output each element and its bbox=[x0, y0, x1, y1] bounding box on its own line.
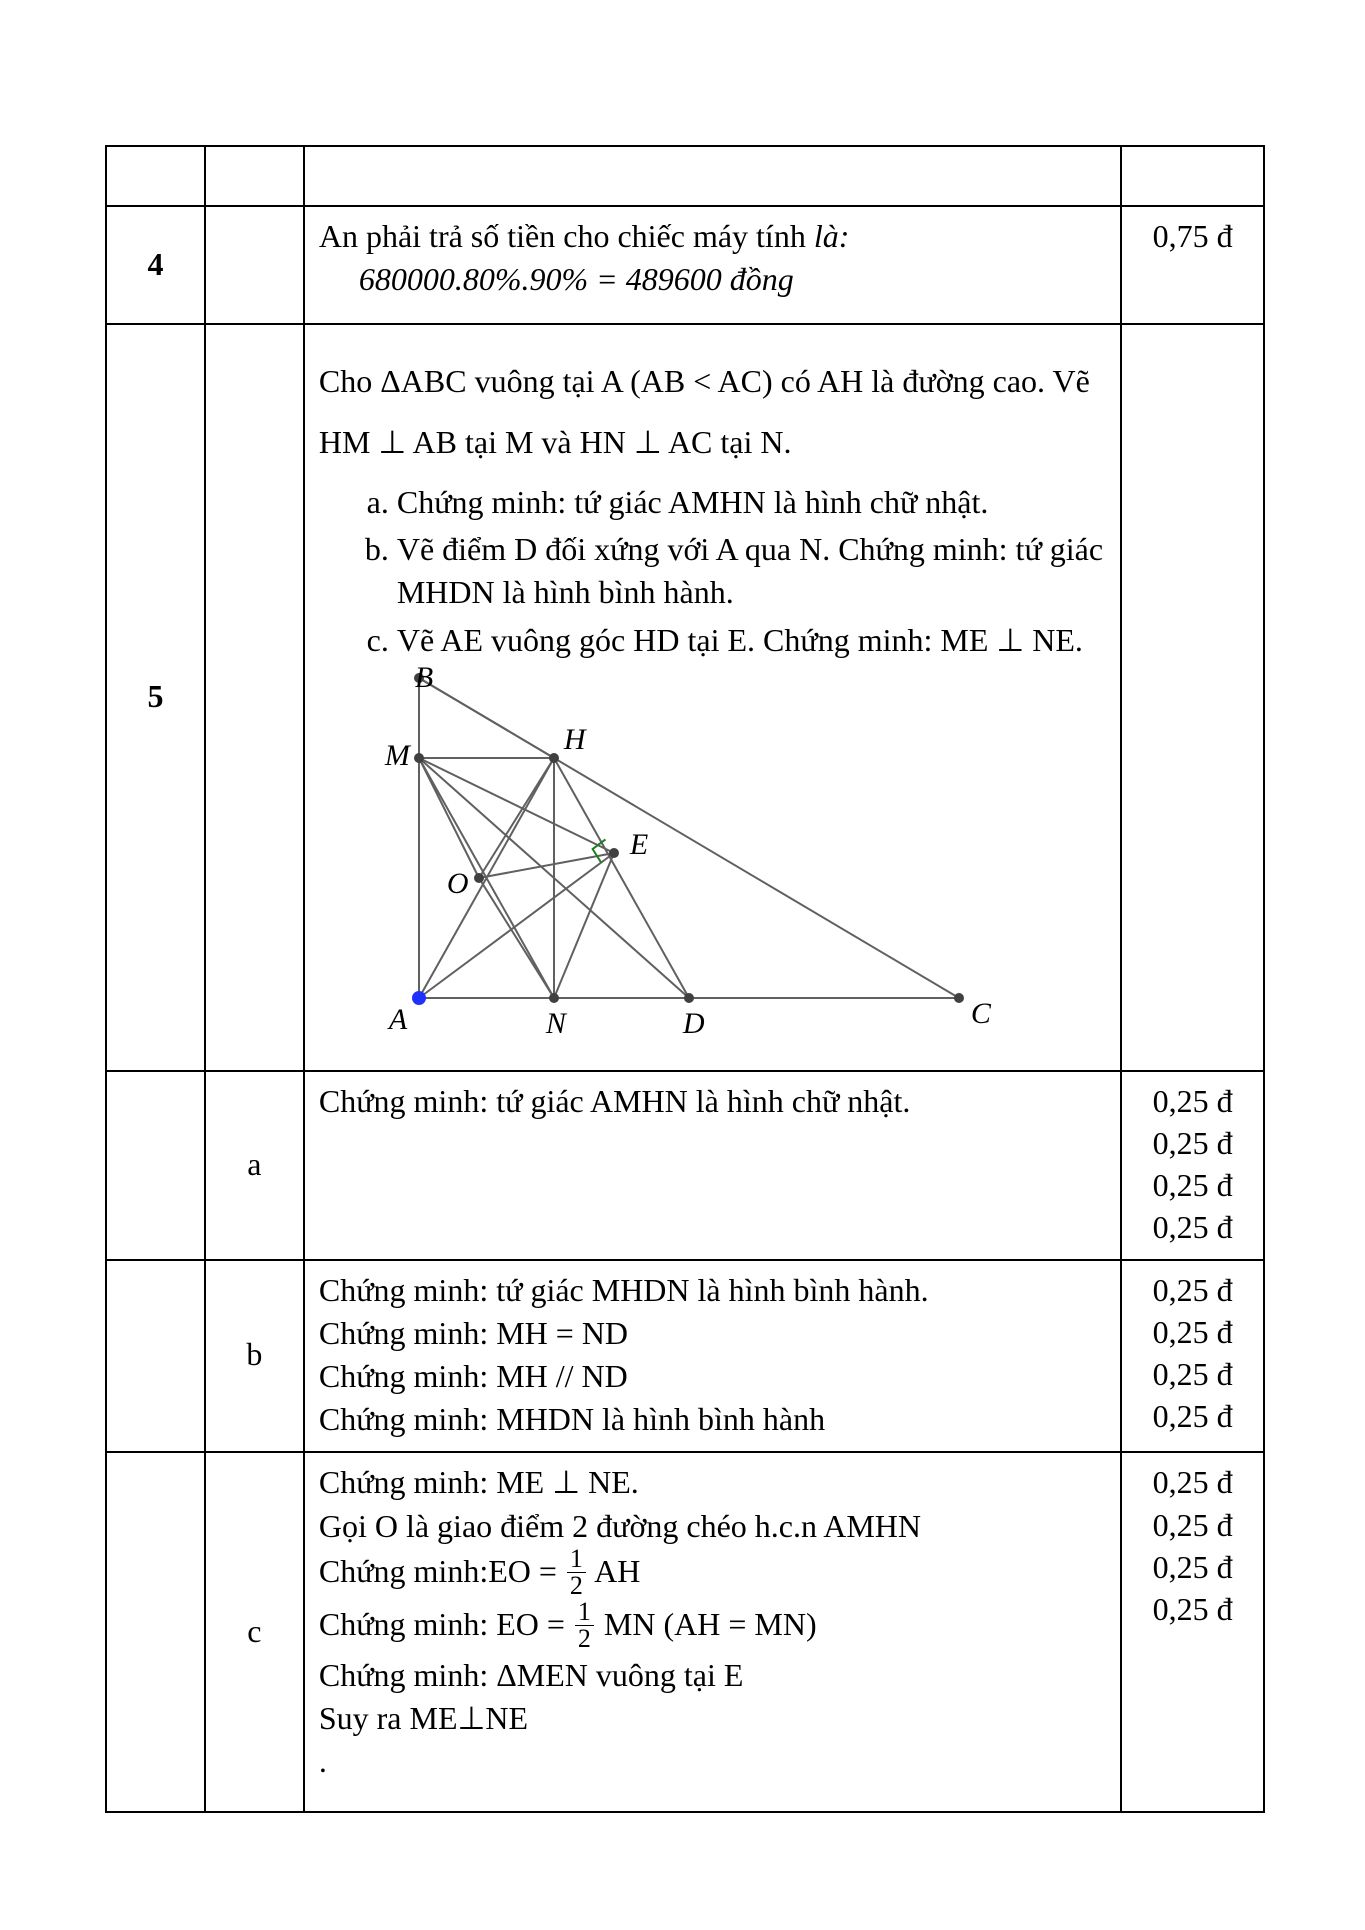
score-line: 0,25 đ bbox=[1136, 1546, 1249, 1588]
label-H: H bbox=[564, 720, 586, 761]
q5-intro-l2: HM ⊥ AB tại M và HN ⊥ AC tại N. bbox=[319, 424, 792, 460]
frac-num: 1 bbox=[575, 1599, 594, 1626]
q5c-l3b: AH bbox=[588, 1553, 640, 1589]
frac-den: 2 bbox=[567, 1573, 586, 1599]
frac-den: 2 bbox=[575, 1626, 594, 1652]
label-A: A bbox=[389, 1000, 407, 1041]
fraction-half: 12 bbox=[567, 1546, 586, 1599]
label-O: O bbox=[447, 864, 469, 905]
q5b-body: Chứng minh: tứ giác MHDN là hình bình hà… bbox=[304, 1260, 1121, 1453]
frac-num: 1 bbox=[567, 1546, 586, 1573]
score-line: 0,25 đ bbox=[1136, 1164, 1249, 1206]
score-line: 0,25 đ bbox=[1136, 1461, 1249, 1503]
q5-part-b: Vẽ điểm D đối xứng với A qua N. Chứng mi… bbox=[397, 528, 1106, 614]
q5-number: 5 bbox=[106, 324, 205, 1070]
q5b-l4: Chứng minh: MHDN là hình bình hành bbox=[319, 1398, 1106, 1441]
q5c-l5: Chứng minh: ΔMEN vuông tại E bbox=[319, 1654, 1106, 1697]
q5b-part: b bbox=[205, 1260, 304, 1453]
q5a-score: 0,25 đ 0,25 đ 0,25 đ 0,25 đ bbox=[1121, 1071, 1264, 1260]
q4-line1: An phải trả số tiền cho chiếc máy tính bbox=[319, 218, 814, 254]
score-line: 0,25 đ bbox=[1136, 1353, 1249, 1395]
q5c-numcol bbox=[106, 1452, 205, 1812]
blank-cell bbox=[1121, 146, 1264, 206]
q5c-l3a: Chứng minh:EO = bbox=[319, 1553, 565, 1589]
score-line: 0,25 đ bbox=[1136, 1504, 1249, 1546]
label-B: B bbox=[415, 658, 433, 699]
geometry-figure: A B C D E H M N O bbox=[359, 668, 999, 1048]
blank-cell bbox=[304, 146, 1121, 206]
q5-part-c: Vẽ AE vuông góc HD tại E. Chứng minh: ME… bbox=[397, 619, 1106, 662]
q4-line1-ital: là: bbox=[814, 218, 850, 254]
q4-line2: 680000.80%.90% = 489600 đồng bbox=[319, 258, 1106, 301]
q5c-part: c bbox=[205, 1452, 304, 1812]
q5c-score: 0,25 đ 0,25 đ 0,25 đ 0,25 đ bbox=[1121, 1452, 1264, 1812]
blank-cell bbox=[205, 146, 304, 206]
q5-part bbox=[205, 324, 304, 1070]
q5-intro-l1: Cho ΔABC vuông tại A (AB < AC) có AH là … bbox=[319, 363, 1090, 399]
q4-body: An phải trả số tiền cho chiếc máy tính l… bbox=[304, 206, 1121, 324]
q5c-l6: Suy ra ME⊥NE bbox=[319, 1697, 1106, 1740]
q5c-body: Chứng minh: ME ⊥ NE. Gọi O là giao điểm … bbox=[304, 1452, 1121, 1812]
blank-cell bbox=[106, 146, 205, 206]
q5b-score: 0,25 đ 0,25 đ 0,25 đ 0,25 đ bbox=[1121, 1260, 1264, 1453]
label-N: N bbox=[546, 1004, 566, 1045]
figure-svg bbox=[359, 668, 999, 1028]
q4-part bbox=[205, 206, 304, 324]
score-line: 0,25 đ bbox=[1136, 1122, 1249, 1164]
score-line: 0,25 đ bbox=[1136, 1588, 1249, 1630]
score-line: 0,25 đ bbox=[1136, 1206, 1249, 1248]
score-line: 0,25 đ bbox=[1136, 1395, 1249, 1437]
q5c-l4b: MN (AH = MN) bbox=[596, 1606, 817, 1642]
q4-score: 0,75 đ bbox=[1121, 206, 1264, 324]
answer-table: 4 An phải trả số tiền cho chiếc máy tính… bbox=[105, 145, 1265, 1813]
q5c-dot: . bbox=[319, 1740, 1106, 1783]
q5-body: Cho ΔABC vuông tại A (AB < AC) có AH là … bbox=[304, 324, 1121, 1070]
score-line: 0,25 đ bbox=[1136, 1269, 1249, 1311]
q5c-l3: Chứng minh:EO = 12 AH bbox=[319, 1548, 1106, 1601]
q5b-numcol bbox=[106, 1260, 205, 1453]
score-line: 0,25 đ bbox=[1136, 1080, 1249, 1122]
q5-parts-list: Chứng minh: tứ giác AMHN là hình chữ nhậ… bbox=[319, 481, 1106, 662]
q5b-l1: Chứng minh: tứ giác MHDN là hình bình hà… bbox=[319, 1269, 1106, 1312]
q5c-l4: Chứng minh: EO = 12 MN (AH = MN) bbox=[319, 1601, 1106, 1654]
q5a-text: Chứng minh: tứ giác AMHN là hình chữ nhậ… bbox=[319, 1083, 911, 1119]
q5c-l1: Chứng minh: ME ⊥ NE. bbox=[319, 1461, 1106, 1504]
q5-part-a: Chứng minh: tứ giác AMHN là hình chữ nhậ… bbox=[397, 481, 1106, 524]
q5-score bbox=[1121, 324, 1264, 1070]
q5b-l2: Chứng minh: MH = ND bbox=[319, 1312, 1106, 1355]
q5c-l4a: Chứng minh: EO = bbox=[319, 1606, 573, 1642]
label-M: M bbox=[385, 736, 410, 777]
score-line: 0,25 đ bbox=[1136, 1311, 1249, 1353]
q4-number: 4 bbox=[106, 206, 205, 324]
q5a-part: a bbox=[205, 1071, 304, 1260]
label-E: E bbox=[630, 825, 648, 866]
label-D: D bbox=[683, 1004, 705, 1045]
q5c-l2: Gọi O là giao điểm 2 đường chéo h.c.n AM… bbox=[319, 1505, 1106, 1548]
fraction-half: 12 bbox=[575, 1599, 594, 1652]
q5a-numcol bbox=[106, 1071, 205, 1260]
label-C: C bbox=[971, 994, 991, 1035]
q5b-l3: Chứng minh: MH // ND bbox=[319, 1355, 1106, 1398]
q5a-body: Chứng minh: tứ giác AMHN là hình chữ nhậ… bbox=[304, 1071, 1121, 1260]
